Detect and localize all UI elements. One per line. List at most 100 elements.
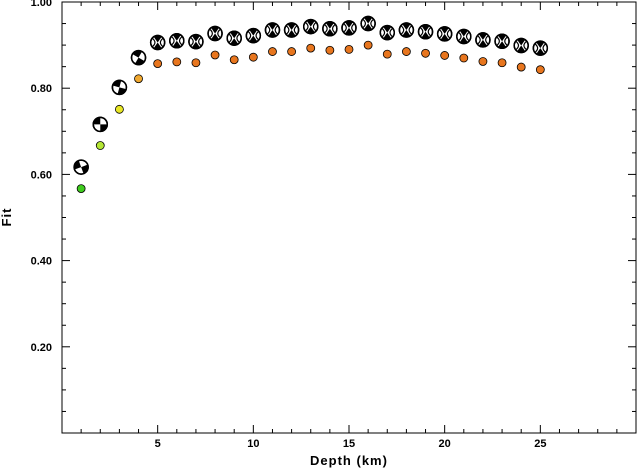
mechanism-rim <box>322 20 338 37</box>
mechanism-nodal-planes <box>228 33 241 44</box>
mechanism-compression-quadrant <box>344 20 354 28</box>
mechanism-compression-quadrant <box>517 45 526 53</box>
focal-mechanism-point <box>264 22 281 38</box>
mechanism-nodal-planes <box>381 27 394 38</box>
mechanism-rim <box>475 32 491 48</box>
focal-mechanism-point <box>207 25 223 42</box>
x-tick-label: 25 <box>534 438 546 450</box>
mechanism-rim <box>360 15 376 32</box>
mechanism-rim <box>379 24 396 41</box>
focal-mechanism-point <box>360 15 376 32</box>
mechanism-rim <box>436 26 453 42</box>
mechanism-compression-quadrant <box>287 23 296 31</box>
mechanism-compression-quadrant <box>344 27 354 35</box>
fit-point <box>459 53 469 63</box>
mechanism-nodal-planes <box>324 23 336 34</box>
focal-mechanism-series <box>73 15 549 175</box>
y-axis-ticks: 0.20 0.40 0.60 0.80 1.00 <box>31 0 636 412</box>
focal-mechanism-point <box>130 49 147 66</box>
mechanism-compression-quadrant <box>230 38 239 46</box>
mechanism-compression-quadrant <box>498 34 507 42</box>
mechanism-compression-quadrant <box>536 48 545 56</box>
fit-point <box>172 57 182 67</box>
fit-point <box>153 59 163 69</box>
mechanism-rim <box>532 40 549 56</box>
fit-point <box>306 43 316 53</box>
fit-point <box>516 62 526 72</box>
mechanism-nodal-planes <box>457 31 470 42</box>
mechanism-compression-quadrant <box>459 36 468 44</box>
focal-mechanism-point <box>341 20 357 36</box>
mechanism-nodal-planes <box>534 43 547 53</box>
mechanism-rim <box>73 159 89 175</box>
fit-point <box>382 49 392 59</box>
fit-point <box>344 45 354 54</box>
mechanism-compression-quadrant <box>383 32 392 40</box>
mechanism-rim <box>494 33 510 49</box>
focal-mechanism-point <box>513 37 529 54</box>
mechanism-rim <box>245 27 262 44</box>
mechanism-rim <box>130 49 147 66</box>
x-tick-label: 5 <box>155 438 161 450</box>
mechanism-nodal-planes <box>438 29 451 39</box>
fit-point <box>325 45 335 55</box>
mechanism-rim <box>169 33 185 49</box>
mechanism-compression-quadrant <box>306 26 315 34</box>
plot-frame <box>61 1 637 434</box>
fit-point <box>95 141 105 150</box>
fit-circle-series <box>76 40 545 194</box>
mechanism-nodal-planes <box>247 30 260 41</box>
mechanism-compression-quadrant <box>172 33 181 41</box>
mechanism-nodal-planes <box>477 35 489 45</box>
focal-mechanism-point <box>456 28 472 45</box>
y-tick-label: 0.40 <box>31 256 52 268</box>
fit-point <box>421 48 430 58</box>
focal-mechanism-point <box>379 24 396 41</box>
mechanism-rim <box>188 33 204 50</box>
focal-mechanism-point <box>73 159 89 175</box>
fit-point <box>268 47 277 56</box>
mechanism-rim <box>149 34 166 51</box>
mechanism-nodal-planes <box>304 21 317 32</box>
focal-mechanism-point <box>436 26 453 42</box>
mechanism-compression-quadrant <box>402 30 411 38</box>
mechanism-compression-quadrant <box>249 35 258 43</box>
mechanism-rim <box>283 22 300 38</box>
fit-point <box>478 57 488 66</box>
mechanism-nodal-planes <box>209 28 221 39</box>
focal-mechanism-point <box>322 20 338 37</box>
focal-mechanism-point <box>494 33 510 49</box>
fit-point <box>191 58 201 68</box>
mechanism-nodal-planes <box>343 23 355 33</box>
focal-mechanism-point <box>417 23 434 40</box>
mechanism-compression-quadrant <box>459 29 468 37</box>
mechanism-nodal-planes <box>170 35 183 46</box>
fit-point <box>210 50 220 60</box>
mechanism-compression-quadrant <box>211 26 220 34</box>
y-tick-label: 0.60 <box>31 169 52 181</box>
fit-point <box>229 55 239 65</box>
mechanism-compression-quadrant <box>478 39 487 47</box>
mechanism-compression-quadrant <box>268 30 277 38</box>
mechanism-rim <box>513 37 529 54</box>
mechanism-compression-quadrant <box>249 28 258 36</box>
x-tick-label: 15 <box>343 438 355 450</box>
mechanism-compression-quadrant <box>421 24 430 32</box>
mechanism-compression-quadrant <box>325 28 334 36</box>
mechanism-rim <box>111 79 128 96</box>
x-tick-label: 10 <box>247 438 259 450</box>
y-axis-title: Fit <box>0 208 14 227</box>
x-tick-label: 20 <box>439 438 451 450</box>
focal-mechanism-point <box>188 33 204 50</box>
fit-point <box>76 184 86 194</box>
mechanism-compression-quadrant <box>402 23 411 31</box>
mechanism-nodal-planes <box>151 37 164 48</box>
mechanism-nodal-planes <box>190 36 202 47</box>
mechanism-compression-quadrant <box>287 30 296 38</box>
focal-mechanism-point <box>398 22 415 38</box>
mechanism-compression-quadrant <box>383 25 392 33</box>
focal-mechanism-point <box>92 116 109 133</box>
mechanism-compression-quadrant <box>478 32 487 40</box>
mechanism-nodal-planes <box>285 25 298 35</box>
